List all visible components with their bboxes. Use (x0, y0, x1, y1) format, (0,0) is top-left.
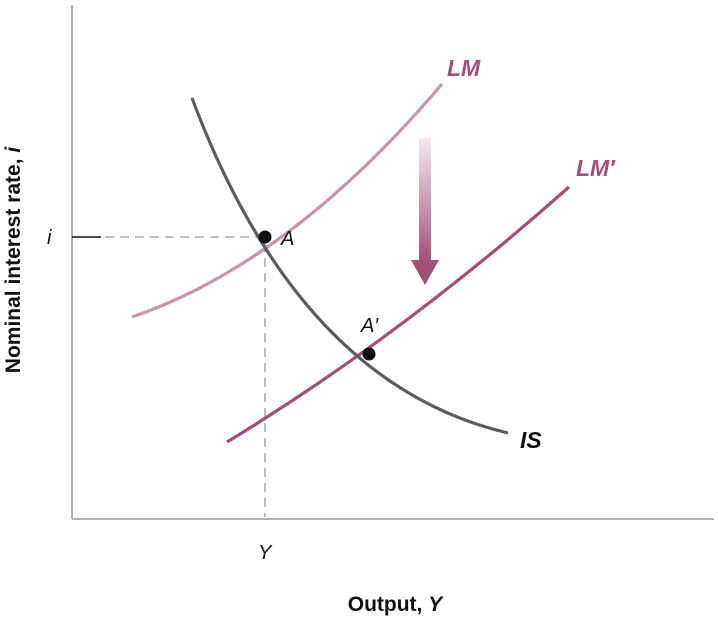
point-a (258, 230, 272, 244)
x-axis-title-text: Output, (348, 593, 428, 616)
x-tick-label: Y (258, 542, 273, 564)
point-a-prime (362, 347, 376, 361)
y-axis-title-text: Nominal interest rate, (2, 153, 25, 374)
shift-arrow-shaft (419, 138, 431, 262)
x-axis-title: Output, Y (348, 593, 444, 616)
x-axis-title-variable: Y (428, 593, 444, 616)
point-a-prime-label: A′ (360, 315, 379, 337)
y-tick-label: i (47, 227, 52, 249)
lm-curve (131, 82, 444, 319)
is-label: IS (520, 427, 542, 453)
y-axis-title-variable: i (2, 146, 25, 153)
lm-shifted-curve (226, 185, 571, 444)
lm-shifted-label: LM′ (576, 155, 616, 181)
point-a-label: A (280, 228, 294, 250)
y-axis-title: Nominal interest rate, i (2, 146, 25, 374)
lm-label: LM (447, 55, 481, 81)
is-curve (190, 97, 509, 435)
shift-arrow-head (411, 260, 439, 285)
